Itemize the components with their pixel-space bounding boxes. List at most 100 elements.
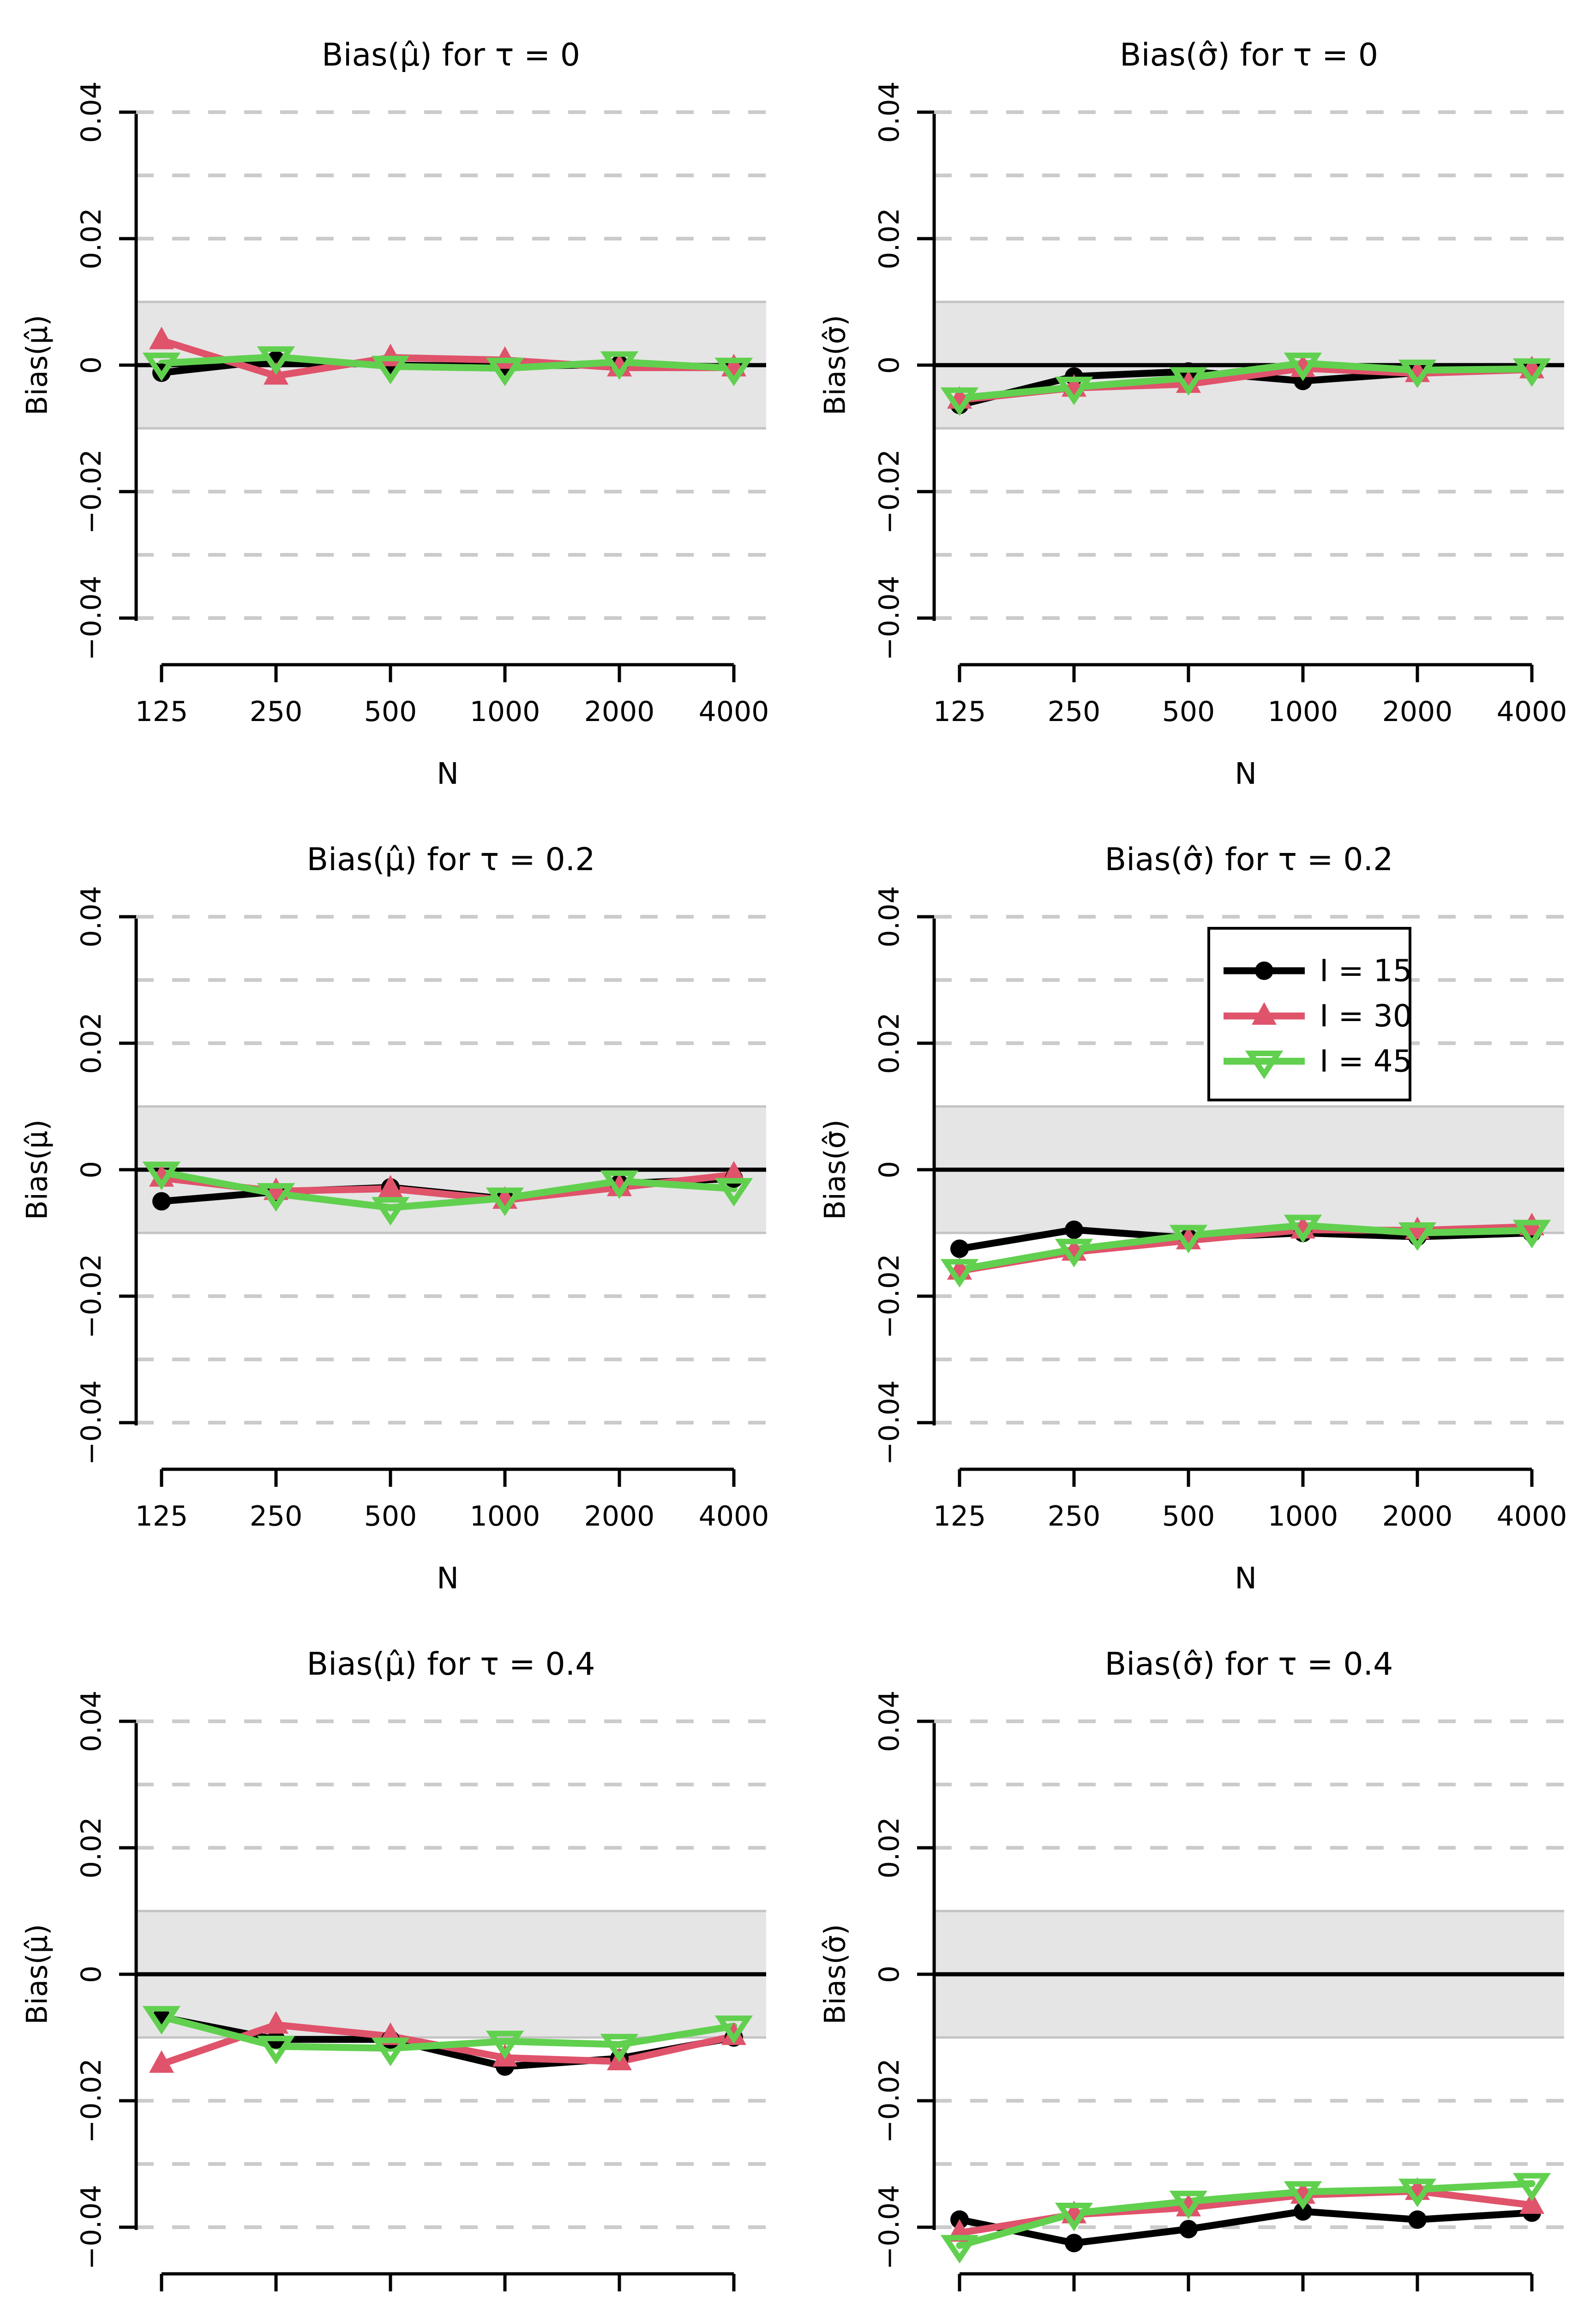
marker-I=45 bbox=[940, 387, 979, 416]
marker-I=45 bbox=[371, 355, 410, 385]
marker-I=30 bbox=[264, 2011, 288, 2034]
chart-svg: Bias(σ̂) for τ = 0.4 0.04 0.02 0 −0.02 −0.04 B… bbox=[818, 1646, 1567, 2308]
y-tick-label: 0 bbox=[75, 1161, 108, 1178]
x-tick-label: 4000 bbox=[1497, 1500, 1567, 1533]
y-tick-label: 0.04 bbox=[75, 1690, 108, 1752]
chart-svg: Bias(μ̂) for τ = 0.2 0.04 0.02 0 −0.02 −0.04 B… bbox=[20, 841, 769, 1596]
marker-I=45 bbox=[142, 1161, 181, 1190]
x-tick-label: 250 bbox=[1048, 1500, 1101, 1533]
series-line-I=30 bbox=[158, 337, 738, 379]
marker-I=45 bbox=[257, 2036, 295, 2064]
chart-svg: Bias(σ̂) for τ = 0.2 0.04 0.02 0 −0.02 −0.04 B… bbox=[818, 841, 1567, 1596]
marker-I=45 bbox=[1512, 1220, 1551, 1249]
marker-I=45 bbox=[1055, 376, 1093, 405]
y-tick-label: 0.04 bbox=[873, 1690, 906, 1752]
x-tick-label: 1000 bbox=[1268, 2305, 1338, 2308]
marker-I=30 bbox=[721, 2022, 746, 2045]
x-tick-label: 125 bbox=[933, 696, 986, 728]
x-tick-label: 125 bbox=[135, 2305, 188, 2308]
x-axis-label: N bbox=[1235, 1562, 1257, 1596]
y-tick-label: 0.02 bbox=[75, 208, 108, 270]
legend-marker bbox=[1255, 962, 1273, 980]
x-tick-label: 125 bbox=[135, 1500, 188, 1533]
marker-I=45 bbox=[1169, 1225, 1208, 1254]
y-tick-label: 0.02 bbox=[873, 1012, 906, 1074]
panel-title: Bias(σ̂) for τ = 0.2 bbox=[1105, 841, 1393, 878]
x-tick-label: 2000 bbox=[1382, 2305, 1453, 2308]
marker-I=45 bbox=[714, 357, 753, 386]
x-tick-label: 4000 bbox=[699, 2305, 769, 2308]
x-tick-label: 250 bbox=[250, 1500, 303, 1533]
marker-I=45 bbox=[371, 1197, 410, 1226]
x-tick-label: 500 bbox=[1162, 696, 1215, 728]
y-axis-label: Bias(μ̂) bbox=[20, 1924, 54, 2025]
x-tick-label: 500 bbox=[364, 2305, 417, 2308]
chart-svg: Bias(μ̂) for τ = 0 0.04 0.02 0 −0.02 −0.04 Bia… bbox=[20, 37, 769, 791]
marker-I=45 bbox=[1398, 359, 1437, 388]
x-axis-label: N bbox=[1235, 757, 1257, 791]
y-tick-label: 0 bbox=[873, 356, 906, 374]
y-tick-label: 0.04 bbox=[873, 886, 906, 948]
panel-title: Bias(μ̂) for τ = 0 bbox=[322, 37, 580, 73]
chart-svg: Bias(μ̂) for τ = 0.4 0.04 0.02 0 −0.02 −0.04 B… bbox=[20, 1646, 769, 2308]
legend: I = 15 I = 30 I = 45 bbox=[1207, 927, 1412, 1101]
x-tick-label: 250 bbox=[1048, 696, 1101, 728]
x-tick-label: 2000 bbox=[584, 696, 655, 728]
x-tick-label: 2000 bbox=[1382, 1500, 1453, 1533]
y-tick-label: 0.02 bbox=[873, 1817, 906, 1879]
marker-I=45 bbox=[600, 351, 639, 380]
x-tick-label: 4000 bbox=[699, 696, 769, 728]
y-tick-label: 0.02 bbox=[873, 208, 906, 270]
series-line-I=45 bbox=[956, 360, 1536, 402]
x-tick-label: 250 bbox=[250, 2305, 303, 2308]
y-tick-label: −0.04 bbox=[75, 1380, 108, 1465]
marker-I=45 bbox=[600, 2034, 639, 2062]
y-tick-label: 0.02 bbox=[75, 1817, 108, 1879]
panel-title: Bias(σ̂) for τ = 0 bbox=[1120, 37, 1378, 73]
marker-I=30 bbox=[149, 1164, 174, 1187]
panel-bias-sigma-tau-0.2: Bias(σ̂) for τ = 0.2 0.04 0.02 0 −0.02 −0.04 B… bbox=[798, 805, 1596, 1609]
y-tick-label: −0.04 bbox=[873, 1380, 906, 1465]
x-tick-label: 4000 bbox=[699, 1500, 769, 1533]
marker-I=45 bbox=[1284, 1214, 1322, 1244]
y-tick-label: 0.02 bbox=[75, 1012, 108, 1074]
marker-I=45 bbox=[714, 2015, 753, 2044]
x-tick-label: 2000 bbox=[584, 1500, 655, 1533]
panel-bias-sigma-tau-0: Bias(σ̂) for τ = 0 0.04 0.02 0 −0.02 −0.04 Bia… bbox=[798, 0, 1596, 805]
marker-I=45 bbox=[940, 1259, 979, 1288]
marker-I=45 bbox=[714, 1178, 753, 1207]
marker-I=15 bbox=[1065, 1220, 1083, 1239]
y-tick-label: 0.04 bbox=[873, 81, 906, 143]
panel-title: Bias(μ̂) for τ = 0.2 bbox=[307, 841, 595, 878]
series-line-I=45 bbox=[956, 1222, 1536, 1273]
panel-title: Bias(σ̂) for τ = 0.4 bbox=[1105, 1646, 1393, 1683]
marker-I=45 bbox=[257, 346, 295, 375]
marker-I=45 bbox=[600, 1170, 639, 1199]
x-tick-label: 250 bbox=[1048, 2305, 1101, 2308]
marker-I=30 bbox=[149, 326, 174, 349]
y-axis-label: Bias(σ̂) bbox=[818, 1924, 852, 2025]
x-tick-label: 1000 bbox=[1268, 1500, 1338, 1533]
marker-I=15 bbox=[152, 1192, 171, 1211]
marker-I=30 bbox=[721, 1160, 746, 1184]
marker-I=15 bbox=[1294, 2202, 1312, 2221]
x-tick-label: 125 bbox=[933, 1500, 986, 1533]
x-axis-label: N bbox=[437, 1562, 459, 1596]
x-tick-label: 125 bbox=[135, 696, 188, 728]
x-tick-label: 4000 bbox=[1497, 2305, 1567, 2308]
y-tick-label: −0.04 bbox=[75, 576, 108, 661]
series-line-I=45 bbox=[158, 1168, 738, 1211]
chart-svg: Bias(σ̂) for τ = 0 0.04 0.02 0 −0.02 −0.04 Bia… bbox=[818, 37, 1567, 791]
series-line-I=45 bbox=[956, 2180, 1536, 2249]
marker-I=45 bbox=[257, 1183, 295, 1212]
legend-label: I = 15 bbox=[1320, 953, 1412, 989]
marker-I=45 bbox=[1284, 2181, 1322, 2210]
x-tick-label: 4000 bbox=[1497, 696, 1567, 728]
marker-I=30 bbox=[1519, 2191, 1544, 2214]
y-tick-label: −0.02 bbox=[75, 449, 108, 534]
y-tick-label: 0 bbox=[75, 1965, 108, 1983]
marker-I=45 bbox=[1284, 352, 1322, 381]
marker-I=45 bbox=[1398, 2178, 1437, 2207]
panel-bias-mu-tau-0.4: Bias(μ̂) for τ = 0.4 0.04 0.02 0 −0.02 −0.04 B… bbox=[0, 1609, 798, 2308]
